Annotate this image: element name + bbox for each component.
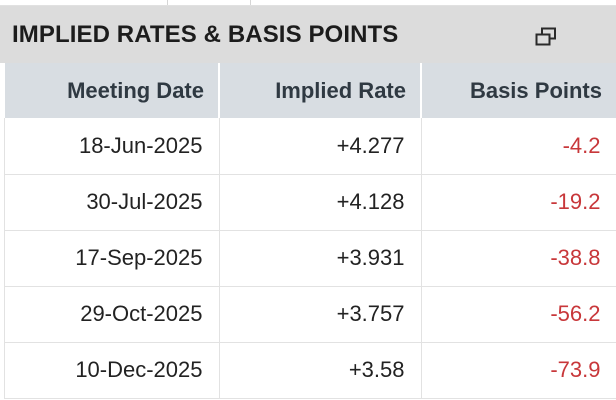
implied-rate-cell: +4.128 (218, 174, 422, 231)
meeting-date-cell: 10-Dec-2025 (3, 342, 220, 399)
panel-header: IMPLIED RATES & BASIS POINTS (0, 6, 616, 63)
table-row: 10-Dec-2025 +3.58 -73.9 (3, 342, 616, 399)
implied-rate-cell: +3.58 (218, 342, 422, 399)
column-header-basis-points[interactable]: Basis Points (420, 63, 616, 118)
table-row: 18-Jun-2025 +4.277 -4.2 (3, 118, 616, 175)
basis-points-cell: -19.2 (420, 174, 616, 231)
popout-window-icon[interactable] (535, 27, 557, 47)
basis-points-cell: -56.2 (420, 286, 616, 343)
implied-rate-cell: +4.277 (218, 118, 422, 175)
column-header-meeting-date[interactable]: Meeting Date (3, 63, 220, 118)
table-row: 29-Oct-2025 +3.757 -56.2 (3, 286, 616, 343)
implied-rate-cell: +3.757 (218, 286, 422, 343)
table-header-row: Meeting Date Implied Rate Basis Points (3, 63, 616, 118)
table-row: 30-Jul-2025 +4.128 -19.2 (3, 174, 616, 231)
meeting-date-cell: 29-Oct-2025 (3, 286, 220, 343)
basis-points-cell: -73.9 (420, 342, 616, 399)
panel-title: IMPLIED RATES & BASIS POINTS (12, 20, 399, 48)
table-row: 17-Sep-2025 +3.931 -38.8 (3, 230, 616, 287)
implied-rate-cell: +3.931 (218, 230, 422, 287)
implied-rates-table: Meeting Date Implied Rate Basis Points 1… (3, 63, 616, 399)
meeting-date-cell: 30-Jul-2025 (3, 174, 220, 231)
meeting-date-cell: 17-Sep-2025 (3, 230, 220, 287)
top-divider (0, 0, 616, 6)
basis-points-cell: -4.2 (420, 118, 616, 175)
basis-points-cell: -38.8 (420, 230, 616, 287)
column-header-implied-rate[interactable]: Implied Rate (218, 63, 422, 118)
meeting-date-cell: 18-Jun-2025 (3, 118, 220, 175)
